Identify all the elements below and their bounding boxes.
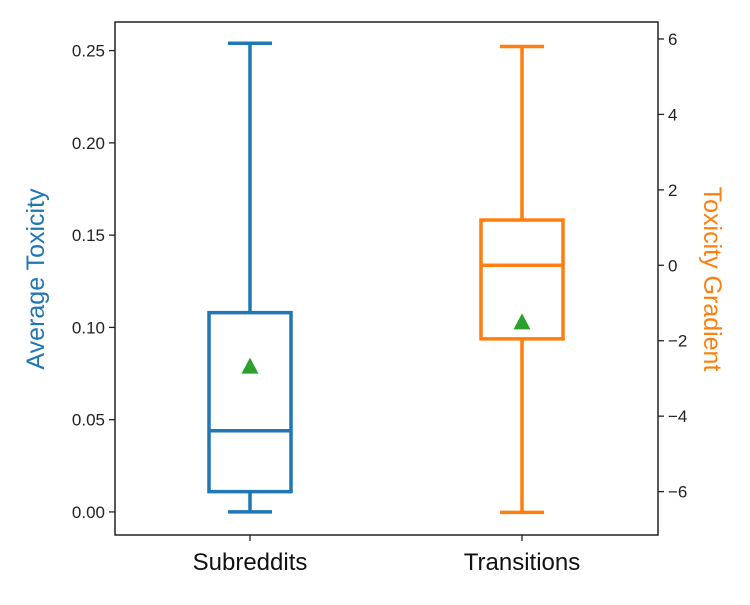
right-axis-title: Toxicity Gradient: [698, 187, 726, 372]
left-axis-title: Average Toxicity: [22, 188, 50, 370]
right-tick-label: −2: [668, 332, 687, 351]
left-tick-label: 0.15: [72, 226, 105, 245]
x-category-label: Transitions: [464, 549, 580, 576]
x-category-label: Subreddits: [193, 549, 308, 576]
right-tick-label: −6: [668, 483, 687, 502]
iqr-box: [479, 218, 565, 341]
right-tick-label: −4: [668, 407, 687, 426]
left-axis-ticks: 0.00 0.05 0.10 0.15 0.20 0.25: [72, 42, 115, 522]
right-axis-ticks: −6 −4 −2 0 2 4 6: [658, 30, 687, 502]
right-tick-label: 6: [668, 30, 677, 49]
plot-frame: [114, 21, 659, 536]
mean-marker: [241, 357, 259, 374]
left-tick-label: 0.05: [72, 411, 105, 430]
box-subreddits: [207, 41, 293, 514]
mean-marker: [513, 313, 531, 330]
left-tick-label: 0.25: [72, 42, 105, 61]
category-labels: Subreddits Transitions: [193, 535, 580, 576]
right-tick-label: 2: [668, 181, 677, 200]
box-transitions: [479, 44, 565, 515]
left-tick-label: 0.10: [72, 318, 105, 337]
left-tick-label: 0.20: [72, 134, 105, 153]
left-tick-label: 0.00: [72, 503, 105, 522]
box-series: [207, 41, 565, 515]
iqr-box: [207, 310, 293, 494]
right-tick-label: 0: [668, 256, 677, 275]
right-tick-label: 4: [668, 105, 677, 124]
